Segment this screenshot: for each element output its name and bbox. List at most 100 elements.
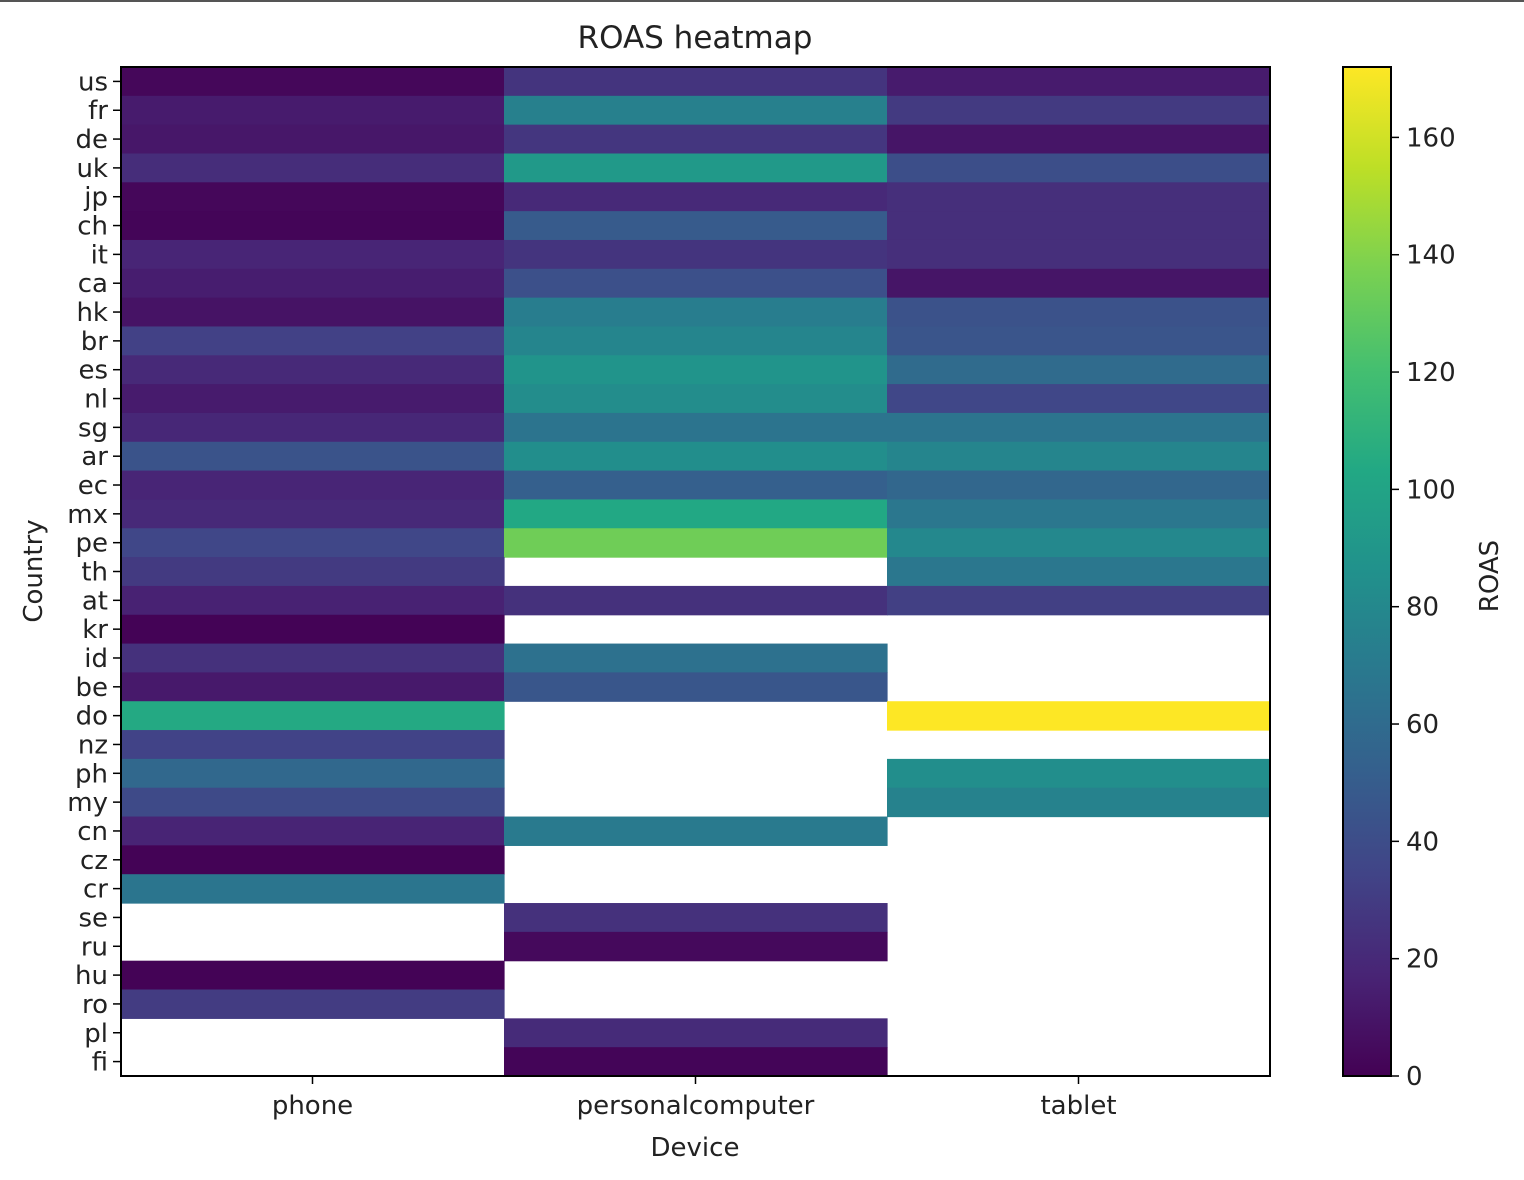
y-tick-label: se [78, 903, 108, 933]
colorbar-ticks: 0 20 40 60 80 100 120 140 160 [1391, 123, 1456, 1092]
colorbar-tick-label: 80 [1406, 593, 1439, 623]
colorbar-tick-label: 40 [1406, 827, 1439, 857]
heatmap-cell-ca-personalcomputer [504, 268, 888, 299]
top-border [0, 0, 1524, 2]
heatmap-cell-nl-phone [121, 384, 505, 414]
y-tick-label: sg [78, 413, 108, 443]
y-tick-label: do [76, 702, 108, 732]
heatmap-cell-uk-phone [121, 153, 505, 183]
heatmap-cell-br-phone [121, 326, 505, 356]
colorbar-tick-label: 120 [1406, 358, 1456, 388]
heatmap-cell-ro-phone [121, 989, 505, 1019]
y-tick-label: hk [76, 298, 108, 328]
y-tick-label: es [78, 356, 108, 386]
heatmap-cell-ph-tablet [887, 758, 1271, 789]
y-tick-label: fi [92, 1048, 108, 1078]
chart-title: ROAS heatmap [578, 20, 813, 56]
heatmap-cell-th-tablet [887, 557, 1271, 587]
heatmap-cell-pe-tablet [887, 528, 1271, 558]
heatmap-cell-mx-tablet [887, 499, 1271, 529]
heatmap-cell-at-tablet [887, 585, 1271, 616]
heatmap-cell-fr-personalcomputer [504, 95, 888, 126]
heatmap-cell-sg-tablet [887, 412, 1271, 443]
y-tick-label: us [78, 67, 108, 97]
colorbar-tick-label: 140 [1406, 241, 1456, 271]
heatmap-cell-be-personalcomputer [504, 672, 888, 702]
heatmap-cell-th-phone [121, 557, 505, 587]
y-tick-label: id [84, 644, 108, 674]
heatmap-cell-us-tablet [887, 67, 1271, 97]
heatmap-cell-ar-phone [121, 441, 505, 472]
y-tick-label: nl [84, 385, 108, 415]
y-tick-label: nz [78, 730, 108, 760]
y-tick-label: ca [78, 269, 108, 299]
heatmap-cell-hu-phone [121, 960, 505, 991]
heatmap-cell-nl-personalcomputer [504, 384, 888, 414]
heatmap-cell-es-personalcomputer [504, 355, 888, 385]
x-axis-ticks: phone personalcomputer tablet [272, 1076, 1117, 1121]
heatmap-cell-jp-tablet [887, 182, 1271, 212]
colorbar-tick-label: 60 [1406, 710, 1439, 740]
heatmap-cell-de-tablet [887, 124, 1271, 155]
heatmap-cell-fr-tablet [887, 95, 1271, 126]
heatmap-cell-sg-phone [121, 412, 505, 443]
y-tick-label: ph [75, 759, 108, 789]
heatmap-cell-hk-personalcomputer [504, 297, 888, 328]
heatmap-cell-hk-tablet [887, 297, 1271, 328]
heatmap-cell-at-personalcomputer [504, 585, 888, 616]
heatmap-cell-es-tablet [887, 355, 1271, 385]
y-axis-ticks: usfrdeukjpchitcahkbresnlsgarecmxpethatkr… [67, 67, 121, 1078]
heatmap-cell-ch-phone [121, 211, 505, 241]
y-tick-label: ec [78, 471, 108, 501]
heatmap-cell-pe-phone [121, 528, 505, 558]
heatmap-cell-cr-phone [121, 874, 505, 904]
heatmap-cell-pe-personalcomputer [504, 528, 888, 558]
heatmap-cell-cn-phone [121, 816, 505, 846]
colorbar-tick-label: 0 [1406, 1062, 1423, 1092]
heatmap-cell-ar-personalcomputer [504, 441, 888, 472]
y-tick-label: uk [76, 154, 108, 184]
heatmap-cell-hk-phone [121, 297, 505, 328]
y-tick-label: ar [81, 442, 108, 472]
y-tick-label: fr [88, 96, 108, 126]
heatmap-cell-us-personalcomputer [504, 67, 888, 97]
heatmap-cell-id-phone [121, 643, 505, 673]
heatmap-cell-ec-phone [121, 470, 505, 501]
y-tick-label: ru [81, 932, 108, 962]
heatmap-cell-fi-personalcomputer [504, 1047, 888, 1077]
heatmap-cell-at-phone [121, 585, 505, 616]
heatmap-cell-nz-phone [121, 730, 505, 760]
heatmap-cell-ec-tablet [887, 470, 1271, 501]
y-tick-label: be [76, 673, 109, 703]
y-tick-label: it [91, 240, 108, 270]
colorbar-label: ROAS [1475, 540, 1505, 612]
heatmap-cell-nl-tablet [887, 384, 1271, 414]
x-axis-label: Device [651, 1133, 740, 1163]
heatmap-cell-ch-tablet [887, 211, 1271, 241]
x-tick-label: tablet [1040, 1091, 1116, 1121]
y-axis-label: Country [19, 519, 49, 622]
heatmap-cell-it-tablet [887, 239, 1271, 270]
heatmap-cell-ca-phone [121, 268, 505, 299]
heatmap-cell-do-phone [121, 701, 505, 731]
heatmap-cell-id-personalcomputer [504, 643, 888, 673]
heatmap-cell-pl-personalcomputer [504, 1018, 888, 1048]
heatmap-cell-se-personalcomputer [504, 903, 888, 933]
colorbar-tick-label: 100 [1406, 475, 1456, 505]
y-tick-label: pl [84, 1019, 108, 1049]
y-tick-label: cn [77, 817, 108, 847]
heatmap-cell-jp-phone [121, 182, 505, 212]
y-tick-label: cr [83, 875, 108, 905]
y-tick-label: th [81, 558, 108, 588]
heatmap-cell-uk-personalcomputer [504, 153, 888, 183]
y-tick-label: jp [83, 183, 108, 213]
heatmap-cell-uk-tablet [887, 153, 1271, 183]
heatmap-cell-it-personalcomputer [504, 239, 888, 270]
heatmap-cell-sg-personalcomputer [504, 412, 888, 443]
y-tick-label: kr [82, 615, 108, 645]
heatmap-cell-ru-personalcomputer [504, 931, 888, 962]
heatmap-cell-ar-tablet [887, 441, 1271, 472]
heatmap-cell-kr-phone [121, 614, 505, 645]
heatmap-cell-jp-personalcomputer [504, 182, 888, 212]
